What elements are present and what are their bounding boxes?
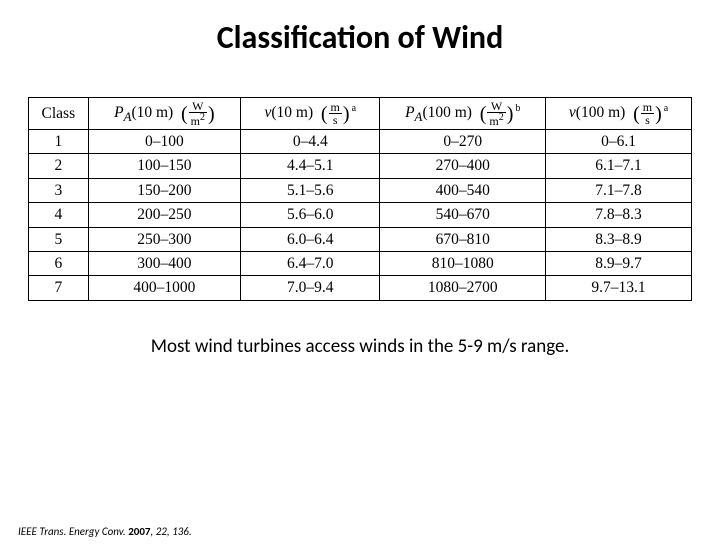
cell-v100: 8.9–9.7 [546, 251, 692, 275]
cell-v100: 0–6.1 [546, 130, 692, 154]
citation-rest: , 22, 136. [151, 525, 192, 538]
cell-v10: 7.0–9.4 [241, 276, 380, 300]
table-row: 3 150–200 5.1–5.6 400–540 7.1–7.8 [29, 178, 692, 202]
cell-class: 7 [29, 276, 89, 300]
cell-v10: 5.1–5.6 [241, 178, 380, 202]
table-row: 2 100–150 4.4–5.1 270–400 6.1–7.1 [29, 154, 692, 178]
cell-pa10: 100–150 [88, 154, 240, 178]
cell-class: 6 [29, 251, 89, 275]
col-pa100: PA(100 m) (Wm2)b [380, 98, 546, 130]
col-v100: v(100 m) (ms)a [546, 98, 692, 130]
cell-v100: 6.1–7.1 [546, 154, 692, 178]
cell-v100: 8.3–8.9 [546, 227, 692, 251]
cell-class: 4 [29, 203, 89, 227]
col-class: Class [29, 98, 89, 130]
table-row: 6 300–400 6.4–7.0 810–1080 8.9–9.7 [29, 251, 692, 275]
cell-pa100: 270–400 [380, 154, 546, 178]
classification-table: Class PA(10 m) (Wm2) v(10 m) (ms)a PA(10… [28, 97, 692, 301]
cell-pa10: 150–200 [88, 178, 240, 202]
table-row: 4 200–250 5.6–6.0 540–670 7.8–8.3 [29, 203, 692, 227]
cell-v100: 7.1–7.8 [546, 178, 692, 202]
table-body: 1 0–100 0–4.4 0–270 0–6.1 2 100–150 4.4–… [29, 130, 692, 301]
cell-v10: 0–4.4 [241, 130, 380, 154]
table-row: 5 250–300 6.0–6.4 670–810 8.3–8.9 [29, 227, 692, 251]
cell-class: 5 [29, 227, 89, 251]
table-container: Class PA(10 m) (Wm2) v(10 m) (ms)a PA(10… [28, 97, 692, 301]
col-pa10: PA(10 m) (Wm2) [88, 98, 240, 130]
cell-pa100: 670–810 [380, 227, 546, 251]
cell-v100: 7.8–8.3 [546, 203, 692, 227]
cell-pa100: 540–670 [380, 203, 546, 227]
cell-pa10: 300–400 [88, 251, 240, 275]
table-row: 1 0–100 0–4.4 0–270 0–6.1 [29, 130, 692, 154]
cell-v10: 6.0–6.4 [241, 227, 380, 251]
cell-v10: 5.6–6.0 [241, 203, 380, 227]
citation-journal: IEEE Trans. Energy Conv. [18, 525, 126, 538]
cell-v10: 6.4–7.0 [241, 251, 380, 275]
table-row: 7 400–1000 7.0–9.4 1080–2700 9.7–13.1 [29, 276, 692, 300]
cell-pa10: 200–250 [88, 203, 240, 227]
cell-pa100: 0–270 [380, 130, 546, 154]
page-title: Classification of Wind [0, 18, 720, 57]
cell-pa10: 0–100 [88, 130, 240, 154]
table-header-row: Class PA(10 m) (Wm2) v(10 m) (ms)a PA(10… [29, 98, 692, 130]
cell-v10: 4.4–5.1 [241, 154, 380, 178]
cell-pa10: 250–300 [88, 227, 240, 251]
cell-pa100: 1080–2700 [380, 276, 546, 300]
cell-v100: 9.7–13.1 [546, 276, 692, 300]
cell-class: 2 [29, 154, 89, 178]
col-v10: v(10 m) (ms)a [241, 98, 380, 130]
cell-class: 3 [29, 178, 89, 202]
citation: IEEE Trans. Energy Conv. 2007, 22, 136. [18, 525, 192, 538]
cell-class: 1 [29, 130, 89, 154]
cell-pa100: 400–540 [380, 178, 546, 202]
caption-text: Most wind turbines access winds in the 5… [0, 335, 720, 358]
citation-year: 2007 [128, 525, 150, 538]
cell-pa100: 810–1080 [380, 251, 546, 275]
cell-pa10: 400–1000 [88, 276, 240, 300]
